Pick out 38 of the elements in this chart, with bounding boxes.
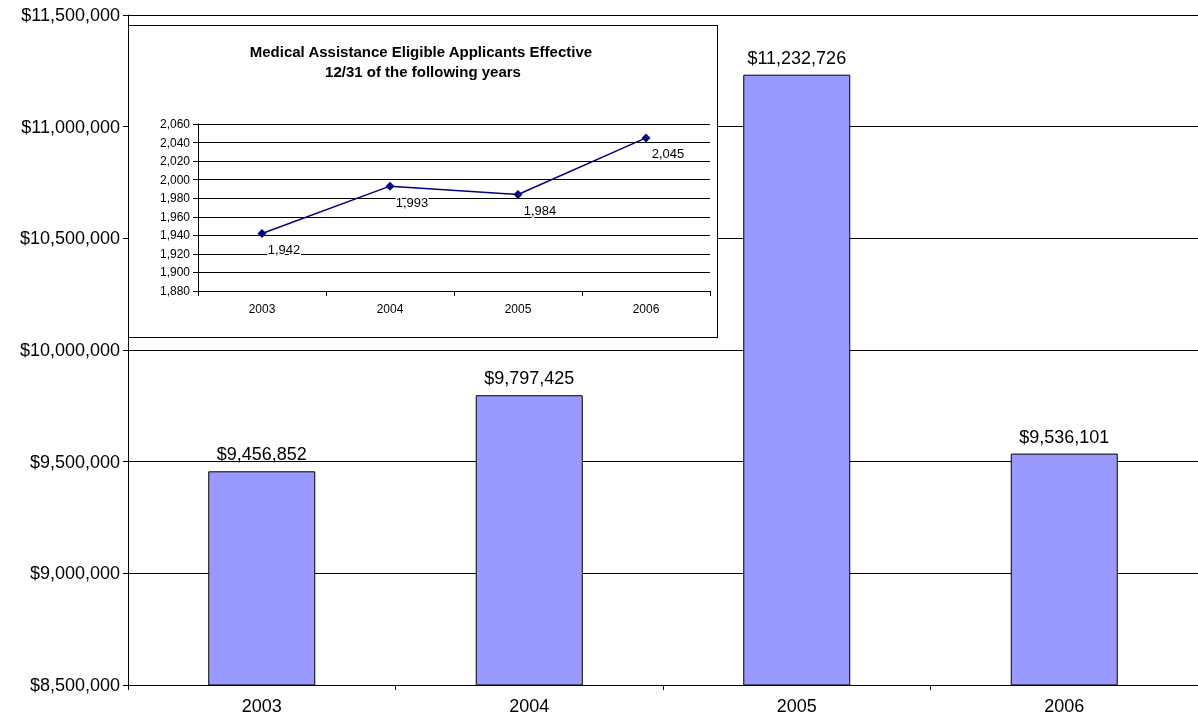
y-tick-label: 2,040 [159,135,191,150]
x-tick-label: 2005 [776,696,817,716]
data-label: 1,942 [267,241,301,257]
point [641,133,651,143]
x-tick-label: 2003 [241,696,282,716]
data-label: 1,984 [523,203,557,219]
x-tick-label: 2006 [1044,696,1085,716]
y-tick-label: $9,000,000 [29,563,120,584]
data-label: $9,797,425 [484,368,575,389]
y-tick-label: $9,500,000 [29,451,120,472]
y-tick-label: 1,960 [159,209,191,224]
data-label: $9,536,101 [1019,426,1110,447]
y-tick-label: 2,000 [159,172,191,187]
y-tick-label: 1,920 [159,246,191,261]
x-tick-label: 2005 [504,302,532,316]
y-tick-label: $10,000,000 [19,340,120,360]
y-tick-label: $8,500,000 [29,675,120,695]
y-tick-label: 1,900 [159,265,191,280]
data-label: $9,456,852 [216,444,307,465]
x-tick-label: 2006 [632,302,660,316]
y-tick-label: 1,940 [159,228,191,243]
x-tick-label: 2003 [248,302,276,316]
chart-title: Medical Assistance Eligible Applicants Effective 12/31 of the following years [249,42,597,80]
y-tick-label: $11,500,000 [21,5,120,25]
y-tick-label: 2,020 [159,154,191,169]
data-label: 2,045 [651,146,685,162]
x-tick-label: 2004 [509,696,550,716]
y-tick-label: 1,880 [159,284,191,298]
point [513,190,523,200]
y-tick-label: $10,500,000 [19,228,120,249]
point [385,181,395,191]
x-tick-label: 2004 [376,302,404,316]
data-label: $11,232,726 [747,47,847,68]
point [257,228,267,238]
data-label: 1,993 [395,194,429,210]
y-tick-label: 1,980 [159,191,191,206]
y-tick-label: 2,060 [159,117,191,131]
y-tick-label: $11,000,000 [21,116,120,137]
